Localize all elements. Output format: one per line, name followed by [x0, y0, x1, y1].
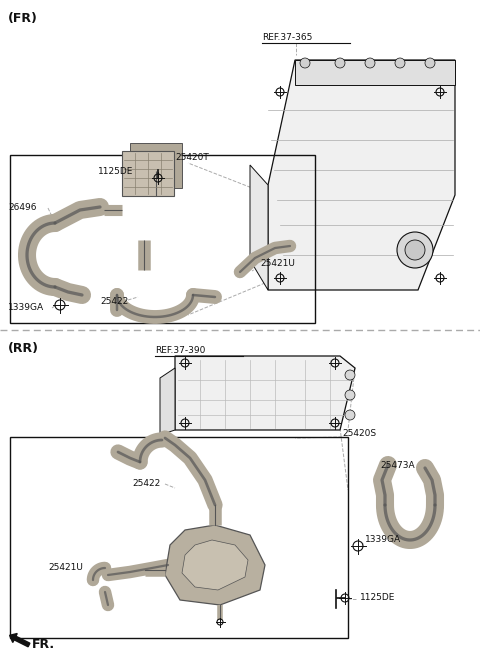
Circle shape — [345, 410, 355, 420]
Text: 25422: 25422 — [132, 480, 160, 489]
Polygon shape — [175, 356, 355, 430]
Text: REF.37-390: REF.37-390 — [155, 346, 205, 355]
Polygon shape — [250, 165, 268, 290]
Text: (RR): (RR) — [8, 342, 39, 355]
Text: 1339GA: 1339GA — [8, 304, 44, 313]
Text: 25421U: 25421U — [48, 562, 83, 572]
Text: FR.: FR. — [32, 639, 55, 652]
Polygon shape — [165, 525, 265, 605]
Text: (FR): (FR) — [8, 12, 38, 25]
Text: 1125DE: 1125DE — [360, 593, 396, 602]
Circle shape — [425, 58, 435, 68]
Polygon shape — [182, 540, 248, 590]
Circle shape — [405, 240, 425, 260]
Circle shape — [335, 58, 345, 68]
FancyArrow shape — [10, 633, 30, 646]
Text: 1125DE: 1125DE — [98, 168, 133, 177]
Text: REF.37-365: REF.37-365 — [262, 33, 312, 42]
Polygon shape — [268, 60, 455, 290]
Bar — [122, 151, 174, 196]
Circle shape — [300, 58, 310, 68]
Polygon shape — [295, 60, 455, 85]
Bar — [10, 155, 315, 323]
Text: 25420S: 25420S — [342, 430, 376, 438]
Bar — [130, 143, 182, 188]
Text: 25473A: 25473A — [380, 461, 415, 470]
Circle shape — [395, 58, 405, 68]
Circle shape — [397, 232, 433, 268]
Text: 26496: 26496 — [8, 204, 36, 212]
Circle shape — [365, 58, 375, 68]
Bar — [10, 437, 348, 638]
Circle shape — [345, 370, 355, 380]
Text: 25420T: 25420T — [175, 152, 209, 162]
Text: 1339GA: 1339GA — [365, 535, 401, 545]
Text: 25422: 25422 — [100, 298, 128, 307]
Circle shape — [345, 390, 355, 400]
Text: 25421U: 25421U — [260, 258, 295, 267]
Polygon shape — [160, 368, 175, 435]
